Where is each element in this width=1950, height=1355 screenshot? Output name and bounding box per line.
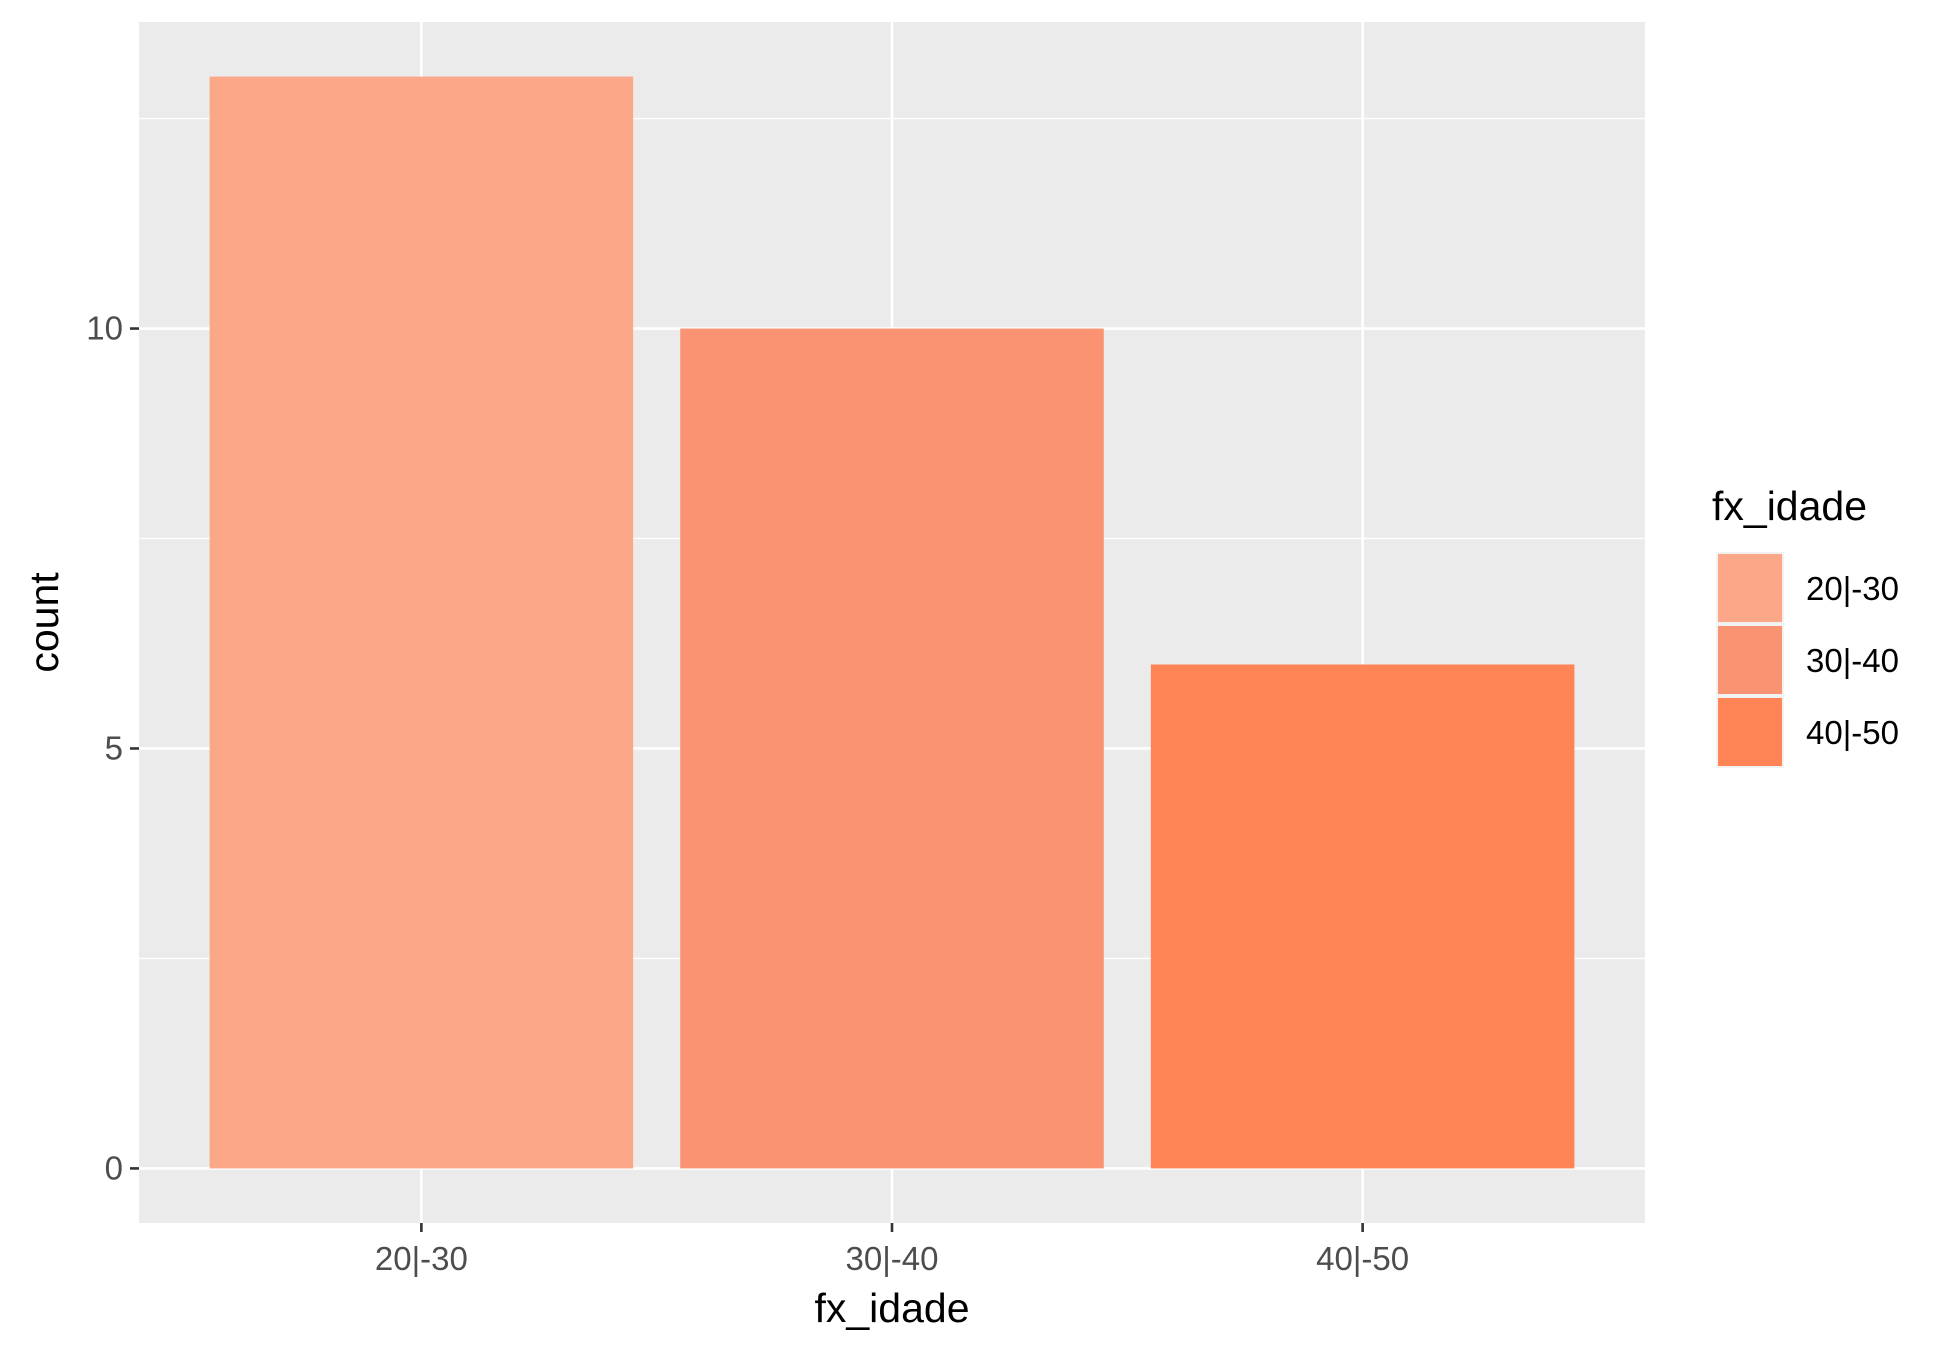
legend-label: 40|-50 <box>1806 714 1899 751</box>
x-tick-label: 40|-50 <box>1316 1240 1409 1277</box>
legend-title: fx_idade <box>1712 483 1867 529</box>
x-axis-title: fx_idade <box>814 1285 969 1331</box>
legend: fx_idade 20|-30 30|-40 40|-50 <box>1712 483 1899 768</box>
bars-group <box>209 76 1575 1169</box>
y-axis: 0 5 10 <box>86 310 139 1186</box>
x-axis: 20|-30 30|-40 40|-50 <box>375 1223 1409 1277</box>
legend-label: 30|-40 <box>1806 642 1899 679</box>
y-tick-label: 5 <box>105 729 123 766</box>
legend-swatch-30|-40 <box>1718 626 1782 694</box>
x-tick-label: 30|-40 <box>846 1240 939 1277</box>
legend-swatch-40|-50 <box>1718 698 1782 766</box>
y-axis-title: count <box>21 572 67 673</box>
bar-30|-40 <box>680 328 1104 1169</box>
bar-40|-50 <box>1150 664 1575 1169</box>
y-tick-label: 10 <box>86 310 123 347</box>
legend-label: 20|-30 <box>1806 570 1899 607</box>
y-tick-label: 0 <box>105 1149 123 1186</box>
legend-swatch-20|-30 <box>1718 554 1782 622</box>
bar-20|-30 <box>209 76 634 1169</box>
x-tick-label: 20|-30 <box>375 1240 468 1277</box>
